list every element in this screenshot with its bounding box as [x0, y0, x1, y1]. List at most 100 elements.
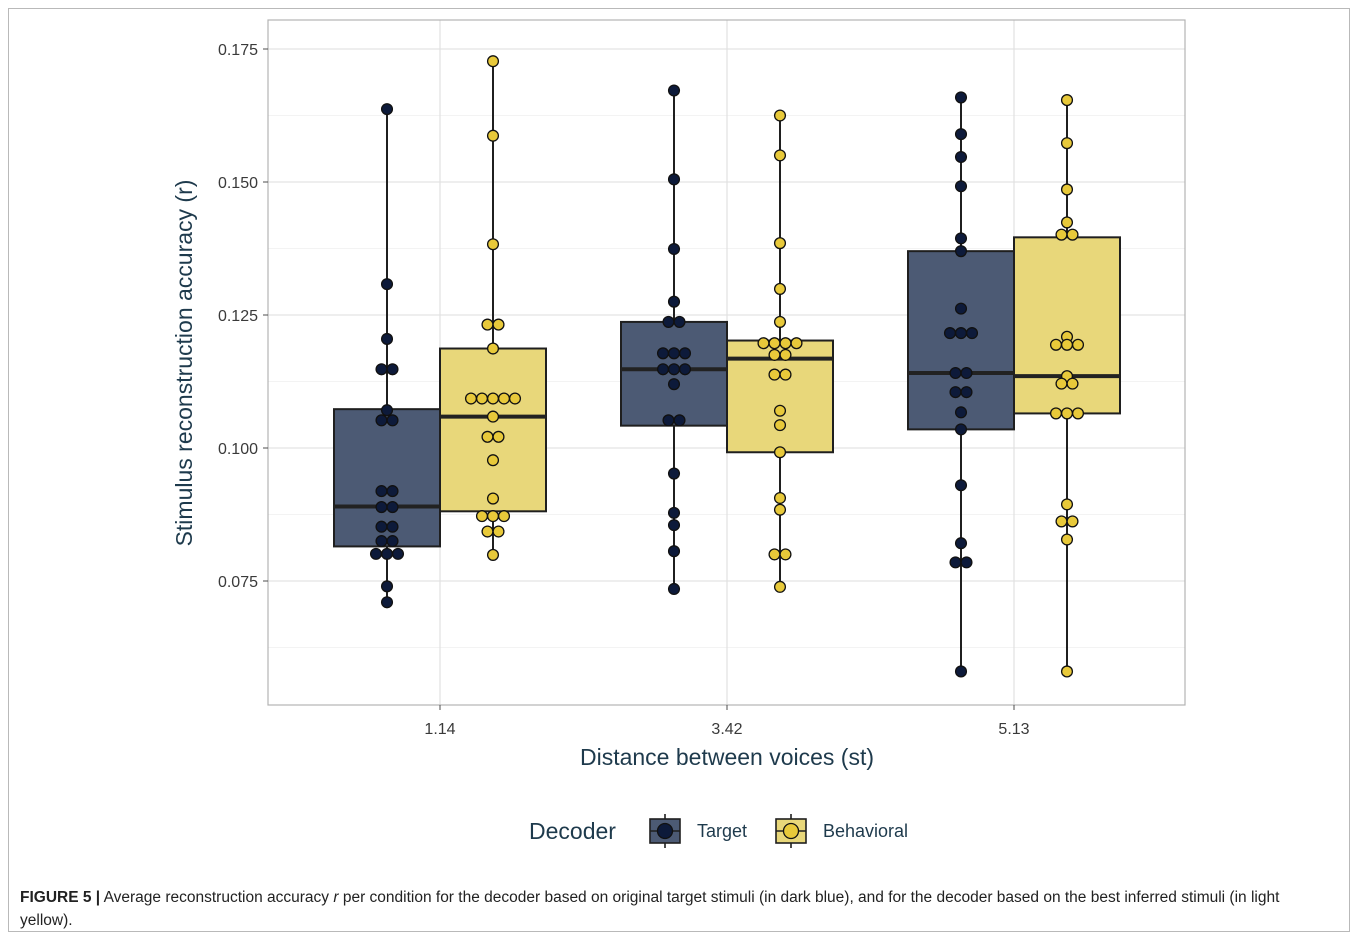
- data-point: [954, 406, 968, 419]
- data-point: [486, 454, 500, 467]
- data-point: [965, 327, 979, 340]
- data-point: [1049, 338, 1063, 351]
- data-point: [492, 318, 505, 331]
- y-axis-ticks: 0.075 0.100 0.125 0.150 0.175: [218, 42, 268, 591]
- data-point: [779, 337, 792, 350]
- data-point: [1066, 377, 1079, 390]
- box: [907, 250, 1015, 431]
- data-point: [779, 348, 792, 361]
- data-point: [481, 525, 494, 538]
- data-point: [678, 363, 692, 376]
- data-point: [369, 547, 383, 560]
- data-point: [667, 545, 681, 558]
- data-point: [954, 327, 968, 340]
- data-point: [386, 520, 399, 533]
- data-point: [954, 245, 968, 258]
- data-point: [779, 368, 792, 381]
- data-point: [1060, 498, 1074, 511]
- data-point: [667, 242, 681, 256]
- data-point: [1055, 377, 1068, 390]
- data-point: [464, 392, 478, 405]
- data-point: [943, 327, 957, 340]
- data-point: [492, 525, 505, 538]
- data-point: [380, 404, 394, 417]
- data-point: [1060, 94, 1074, 107]
- y-tick-label: 0.100: [218, 441, 258, 458]
- data-point: [386, 501, 399, 514]
- data-point: [768, 348, 781, 361]
- data-point: [486, 342, 500, 355]
- data-point: [960, 386, 973, 399]
- data-point: [667, 378, 681, 391]
- data-point: [790, 337, 803, 350]
- legend-title: Decoder: [529, 818, 616, 844]
- data-point: [1049, 407, 1063, 420]
- legend-label: Behavioral: [823, 821, 908, 841]
- data-point: [954, 150, 968, 164]
- figure-label: FIGURE 5 |: [20, 889, 101, 906]
- data-point: [375, 485, 388, 498]
- data-point: [375, 535, 388, 548]
- x-axis-title: Distance between voices (st): [580, 744, 874, 770]
- data-point: [380, 278, 394, 291]
- data-point: [656, 363, 670, 376]
- data-point: [773, 503, 787, 516]
- data-point: [773, 419, 787, 432]
- data-point: [667, 347, 681, 360]
- y-axis-title: Stimulus reconstruction accuracy (r): [171, 180, 197, 547]
- data-point: [481, 430, 494, 443]
- data-point: [508, 392, 522, 405]
- y-tick-label: 0.175: [218, 42, 258, 59]
- box-plot-chart: 0.075 0.100 0.125 0.150 0.175 1.14 3.42 5.13 D…: [171, 19, 1186, 848]
- data-point: [954, 423, 968, 436]
- data-point: [667, 363, 681, 376]
- data-point: [486, 548, 500, 561]
- data-point: [678, 347, 692, 360]
- data-point: [486, 392, 500, 405]
- data-point: [486, 492, 500, 505]
- x-tick-label: 5.13: [998, 721, 1029, 738]
- data-point: [486, 129, 500, 142]
- data-point: [667, 582, 681, 596]
- data-point: [667, 506, 681, 519]
- data-point: [954, 180, 968, 193]
- x-tick-label: 3.42: [711, 721, 742, 738]
- data-point: [1066, 228, 1079, 241]
- legend-key-point: [656, 822, 674, 840]
- data-point: [1071, 338, 1085, 351]
- data-point: [773, 580, 787, 593]
- data-point: [386, 363, 399, 376]
- figure-caption: FIGURE 5 | Average reconstruction accura…: [20, 886, 1330, 932]
- y-tick-label: 0.125: [218, 308, 258, 325]
- data-point: [1055, 228, 1068, 241]
- data-point: [667, 467, 681, 480]
- data-point: [386, 485, 399, 498]
- data-point: [375, 414, 388, 427]
- data-point: [768, 368, 781, 381]
- data-point: [475, 392, 489, 405]
- y-tick-label: 0.075: [218, 574, 258, 591]
- data-point: [380, 332, 394, 345]
- data-point: [773, 149, 787, 162]
- legend-label: Target: [697, 821, 747, 841]
- data-points: [369, 55, 1085, 678]
- data-point: [1060, 183, 1074, 196]
- data-point: [667, 173, 681, 186]
- caption-r-symbol: r: [333, 889, 339, 906]
- data-point: [380, 580, 394, 593]
- data-point: [757, 337, 770, 350]
- data-point: [486, 55, 500, 68]
- data-point: [380, 547, 394, 560]
- data-point: [667, 295, 681, 308]
- data-point: [768, 548, 781, 561]
- legend: Decoder Target Behavioral: [529, 814, 908, 848]
- data-point: [1060, 137, 1074, 150]
- caption-text-2: per condition for the decoder based on o…: [20, 889, 1280, 929]
- data-point: [375, 520, 388, 533]
- data-point: [475, 510, 489, 523]
- data-point: [667, 519, 681, 532]
- data-point: [773, 282, 787, 295]
- data-point: [1066, 515, 1079, 528]
- data-point: [386, 535, 399, 548]
- data-point: [954, 537, 968, 550]
